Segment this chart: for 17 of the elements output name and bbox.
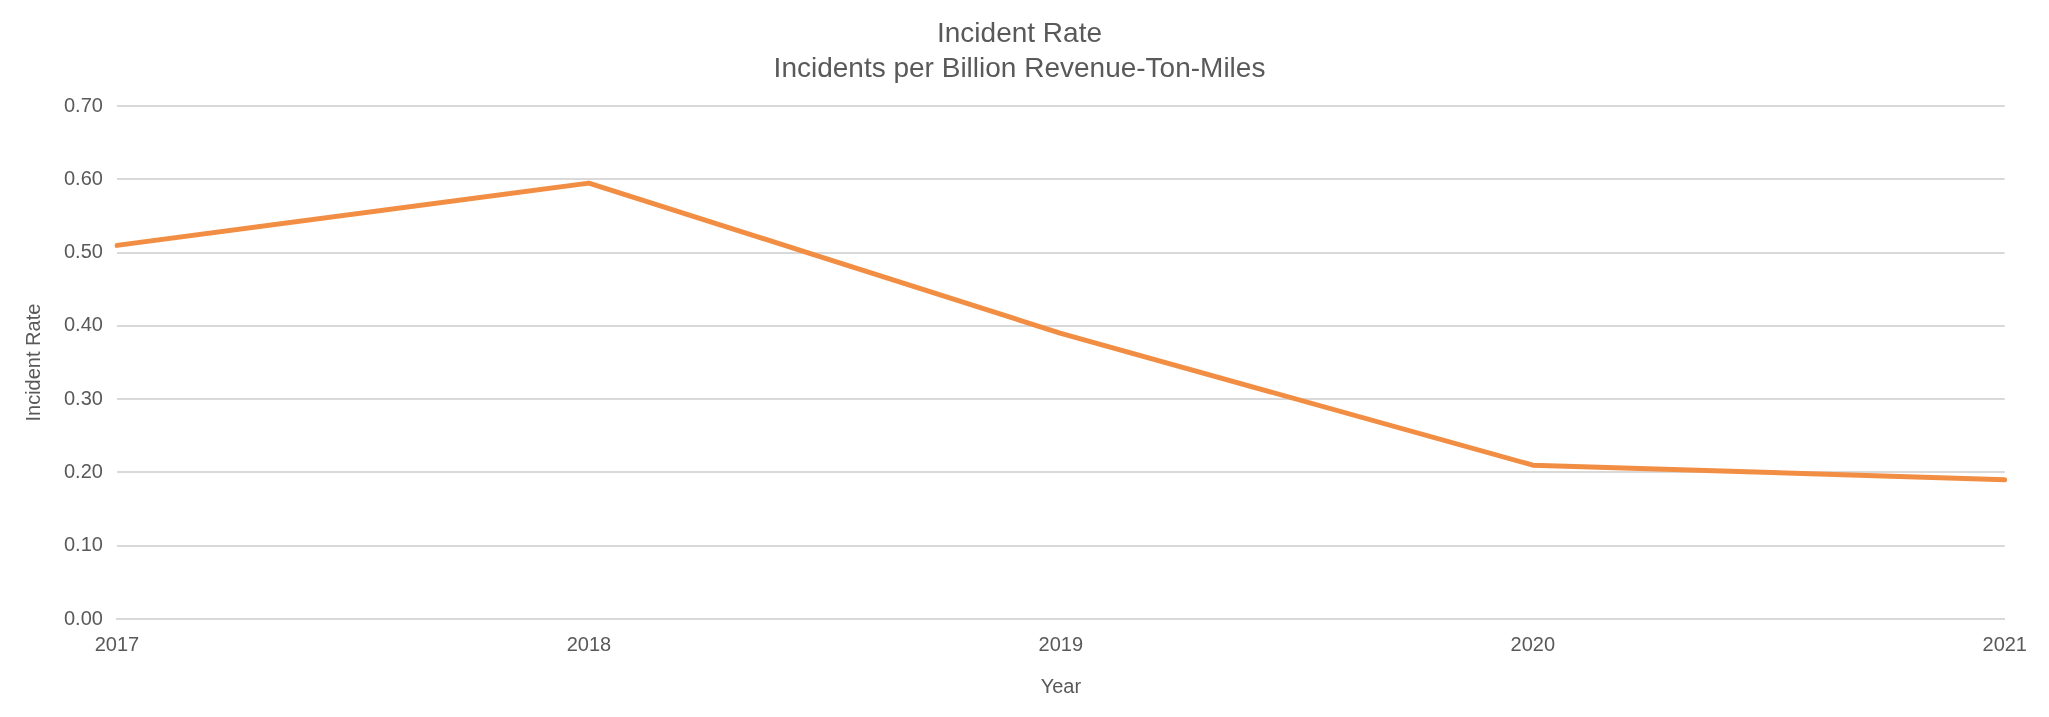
chart-subtitle: Incidents per Billion Revenue-Ton-Miles xyxy=(773,52,1266,84)
x-axis-title: Year xyxy=(1040,674,1082,697)
y-tick-label: 0.20 xyxy=(63,460,103,482)
x-tick-label: 2020 xyxy=(1510,632,1556,655)
y-tick-label: 0.10 xyxy=(63,533,103,556)
x-tick-label: 2017 xyxy=(94,632,140,655)
y-tick-label: 0.60 xyxy=(63,166,103,189)
x-tick-label: 2021 xyxy=(1982,632,2027,655)
y-tick-label: 0.70 xyxy=(63,93,103,116)
chart-title: Incident Rate xyxy=(937,16,1102,48)
y-axis-title: Incident Rate xyxy=(21,303,44,422)
y-tick-label: 0.50 xyxy=(63,240,103,263)
y-tick-label: 0.40 xyxy=(63,313,103,336)
y-tick-label: 0.00 xyxy=(63,606,103,629)
x-tick-label: 2019 xyxy=(1038,632,1084,655)
y-tick-label: 0.30 xyxy=(63,386,103,409)
x-tick-label: 2018 xyxy=(566,632,612,655)
